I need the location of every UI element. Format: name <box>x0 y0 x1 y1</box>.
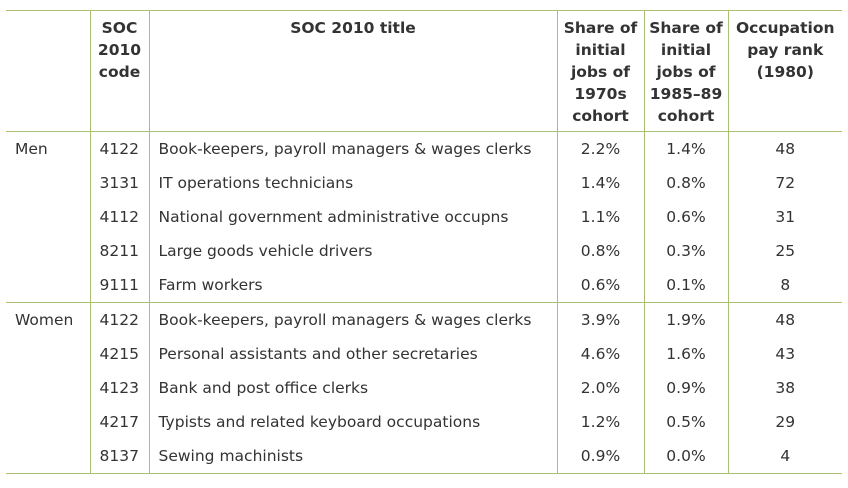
cell-share-1970s: 2.0% <box>556 371 644 405</box>
cell-pay-rank: 29 <box>727 405 842 439</box>
cell-share-1970s: 4.6% <box>556 337 644 371</box>
table-row: 4112 National government administrative o… <box>6 200 842 234</box>
cell-share-1970s: 1.1% <box>556 200 644 234</box>
cell-share-1970s: 0.8% <box>556 234 644 268</box>
cell-code: 4217 <box>89 405 149 439</box>
cell-code: 4122 <box>89 302 149 337</box>
cell-pay-rank: 48 <box>727 302 842 337</box>
table-row: 8137 Sewing machinists 0.9% 0.0% 4 <box>6 439 842 474</box>
header-soc-code: SOC 2010 code <box>89 10 149 132</box>
cell-title: Typists and related keyboard occupations <box>148 405 557 439</box>
cell-share-1985-89: 1.9% <box>643 302 728 337</box>
occupation-table: SOC 2010 code SOC 2010 title Share of initi… <box>6 10 842 474</box>
header-share-1985-89: Share of initial jobs of 1985–89 cohort <box>643 10 728 132</box>
cell-code: 4122 <box>89 131 149 166</box>
table-row: 9111 Farm workers 0.6% 0.1% 8 <box>6 268 842 303</box>
cell-share-1985-89: 0.3% <box>643 234 728 268</box>
cell-pay-rank: 8 <box>727 268 842 303</box>
table-row: 4217 Typists and related keyboard occupat… <box>6 405 842 439</box>
group-label <box>6 268 90 303</box>
cell-share-1985-89: 0.0% <box>643 439 728 474</box>
cell-share-1985-89: 0.1% <box>643 268 728 303</box>
cell-share-1985-89: 0.9% <box>643 371 728 405</box>
cell-pay-rank: 4 <box>727 439 842 474</box>
table-row: Men 4122 Book-keepers, payroll managers & … <box>6 131 842 166</box>
cell-title: Farm workers <box>148 268 557 303</box>
group-label: Men <box>15 140 48 158</box>
cell-pay-rank: 43 <box>727 337 842 371</box>
cell-pay-rank: 31 <box>727 200 842 234</box>
cell-title: Personal assistants and other secretarie… <box>148 337 557 371</box>
cell-share-1985-89: 1.4% <box>643 131 728 166</box>
cell-pay-rank: 48 <box>727 131 842 166</box>
cell-share-1985-89: 0.8% <box>643 166 728 200</box>
cell-share-1970s: 0.9% <box>556 439 644 474</box>
cell-code: 4112 <box>89 200 149 234</box>
cell-pay-rank: 38 <box>727 371 842 405</box>
cell-share-1970s: 0.6% <box>556 268 644 303</box>
group-label <box>6 234 90 268</box>
header-row: SOC 2010 code SOC 2010 title Share of initi… <box>6 10 842 132</box>
cell-share-1970s: 3.9% <box>556 302 644 337</box>
cell-pay-rank: 25 <box>727 234 842 268</box>
cell-code: 3131 <box>89 166 149 200</box>
cell-title: Large goods vehicle drivers <box>148 234 557 268</box>
cell-code: 4215 <box>89 337 149 371</box>
header-pay-rank: Occupation pay rank (1980) <box>727 10 842 132</box>
group-label <box>6 166 90 200</box>
cell-title: IT operations technicians <box>148 166 557 200</box>
group-label <box>6 439 90 474</box>
cell-title: Sewing machinists <box>148 439 557 474</box>
group-label <box>6 371 90 405</box>
header-group <box>6 11 90 132</box>
cell-share-1970s: 2.2% <box>556 131 644 166</box>
table-row: 4215 Personal assistants and other secret… <box>6 337 842 371</box>
cell-code: 8211 <box>89 234 149 268</box>
table-row: 3131 IT operations technicians 1.4% 0.8% 72 <box>6 166 842 200</box>
cell-code: 8137 <box>89 439 149 474</box>
cell-title: Book-keepers, payroll managers & wages c… <box>148 302 557 337</box>
table-row: 8211 Large goods vehicle drivers 0.8% 0.3% 2… <box>6 234 842 268</box>
group-label <box>6 405 90 439</box>
header-soc-title: SOC 2010 title <box>148 10 557 132</box>
cell-code: 9111 <box>89 268 149 303</box>
cell-share-1985-89: 1.6% <box>643 337 728 371</box>
table-row: 4123 Bank and post office clerks 2.0% 0.9% 3… <box>6 371 842 405</box>
cell-share-1970s: 1.2% <box>556 405 644 439</box>
cell-title: Book-keepers, payroll managers & wages c… <box>148 131 557 166</box>
cell-share-1985-89: 0.5% <box>643 405 728 439</box>
table-body: Men 4122 Book-keepers, payroll managers & … <box>6 131 842 474</box>
table-row: Women 4122 Book-keepers, payroll managers … <box>6 302 842 337</box>
group-label <box>6 337 90 371</box>
cell-title: National government administrative occup… <box>148 200 557 234</box>
group-label <box>6 200 90 234</box>
header-share-1970s: Share of initial jobs of 1970s cohort <box>556 10 644 132</box>
group-label: Women <box>15 311 74 329</box>
cell-title: Bank and post office clerks <box>148 371 557 405</box>
cell-share-1970s: 1.4% <box>556 166 644 200</box>
cell-pay-rank: 72 <box>727 166 842 200</box>
cell-share-1985-89: 0.6% <box>643 200 728 234</box>
cell-code: 4123 <box>89 371 149 405</box>
